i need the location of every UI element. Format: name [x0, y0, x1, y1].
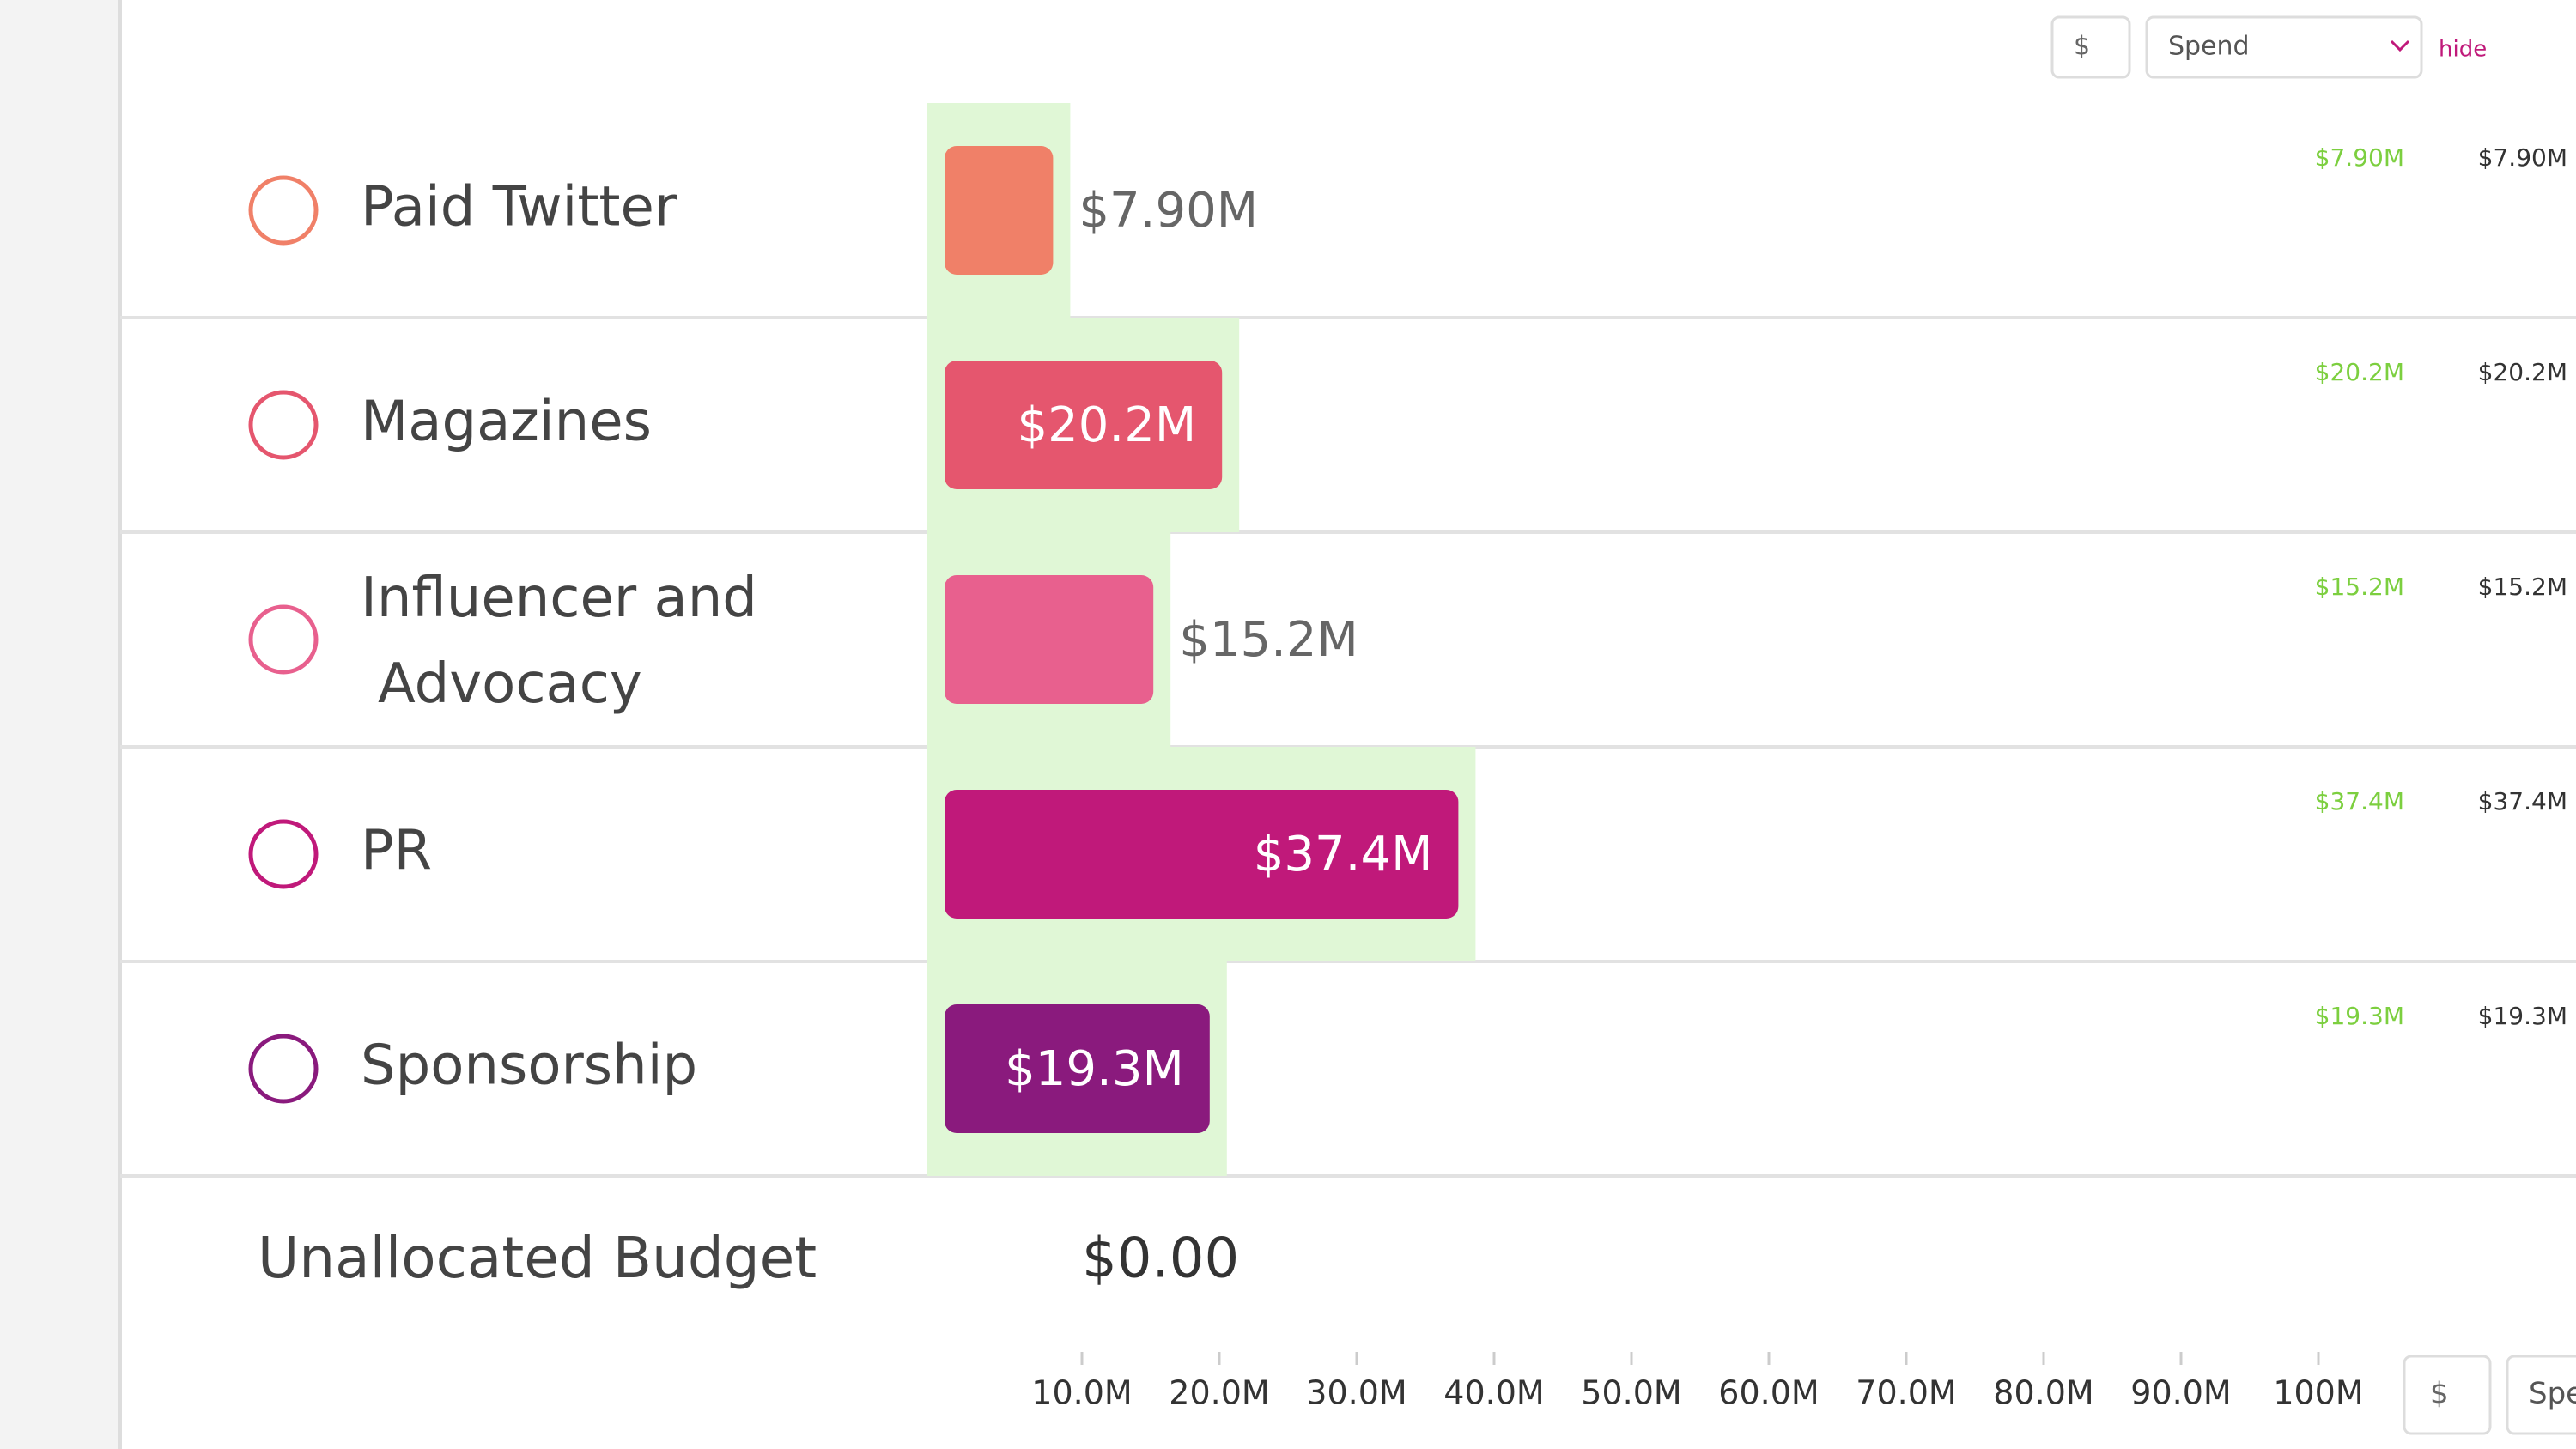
metric-text: Spend	[2168, 32, 2250, 62]
x-tick-label: 100M	[2273, 1374, 2363, 1412]
bottom-controls: $ Spend	[2403, 1355, 2576, 1435]
unallocated-amount: $0.00	[1082, 1228, 1239, 1291]
category-icon	[248, 175, 319, 246]
side-total-label: $20.2M	[2478, 358, 2567, 386]
side-total-label: $15.2M	[2478, 573, 2567, 601]
panel	[120, 0, 2576, 1449]
bar	[945, 575, 1154, 704]
x-tick-label: 60.0M	[1718, 1374, 1819, 1412]
bar	[945, 790, 1459, 919]
chevron	[2390, 39, 2410, 52]
x-tick-label: 40.0M	[1443, 1374, 1544, 1412]
top-controls: $ Spend hide	[2050, 15, 2487, 79]
bar	[945, 1004, 1210, 1133]
bar-value-label: $7.90M	[1078, 183, 1258, 239]
category-label: Sponsorship	[361, 1034, 697, 1098]
category-label: Paid Twitter	[361, 176, 677, 239]
side-value-label: $20.2M	[2315, 358, 2404, 386]
side-value-label: $7.90M	[2315, 143, 2404, 172]
currency-text: $	[2430, 1377, 2449, 1411]
category-label: Magazines	[361, 391, 652, 454]
category-label: Influencer and Advocacy	[361, 567, 757, 716]
bar	[945, 146, 1054, 275]
side-total-label: $7.90M	[2478, 143, 2567, 172]
bar-value-label: $15.2M	[1179, 612, 1358, 668]
category-icon	[248, 819, 319, 889]
bar	[945, 361, 1223, 489]
x-tick-label: 90.0M	[2130, 1374, 2231, 1412]
hide-link[interactable]: hide	[2439, 37, 2487, 63]
bar-value-label: $20.2M	[1018, 397, 1197, 453]
metric-select[interactable]	[2506, 1355, 2576, 1435]
bar-value-label: $19.3M	[1005, 1041, 1184, 1097]
x-tick-label: 50.0M	[1581, 1374, 1681, 1412]
side-total-label: $37.4M	[2478, 787, 2567, 815]
side-total-label: $19.3M	[2478, 1002, 2567, 1030]
x-tick-label: 80.0M	[1993, 1374, 2093, 1412]
metric-select[interactable]	[2145, 15, 2423, 79]
category-icon	[248, 390, 319, 460]
unallocated-row: Unallocated Budget $0.00	[258, 1225, 1239, 1291]
x-tick-label: 70.0M	[1856, 1374, 1956, 1412]
currency-select[interactable]	[2050, 15, 2131, 79]
x-tick-label: 30.0M	[1306, 1374, 1406, 1412]
metric-text: Spend	[2529, 1377, 2576, 1411]
side-value-label: $15.2M	[2315, 573, 2404, 601]
side-value-label: $37.4M	[2315, 787, 2404, 815]
x-tick-label: 20.0M	[1169, 1374, 1269, 1412]
category-label: PR	[361, 820, 432, 883]
currency-select[interactable]	[2403, 1355, 2492, 1435]
x-tick-label: 10.0M	[1031, 1374, 1132, 1412]
bar-value-label: $37.4M	[1254, 827, 1433, 882]
side-value-label: $19.3M	[2315, 1002, 2404, 1030]
category-icon	[248, 604, 319, 675]
currency-text: $	[2074, 32, 2090, 62]
unallocated-label: Unallocated Budget	[258, 1225, 817, 1291]
category-icon	[248, 1034, 319, 1104]
